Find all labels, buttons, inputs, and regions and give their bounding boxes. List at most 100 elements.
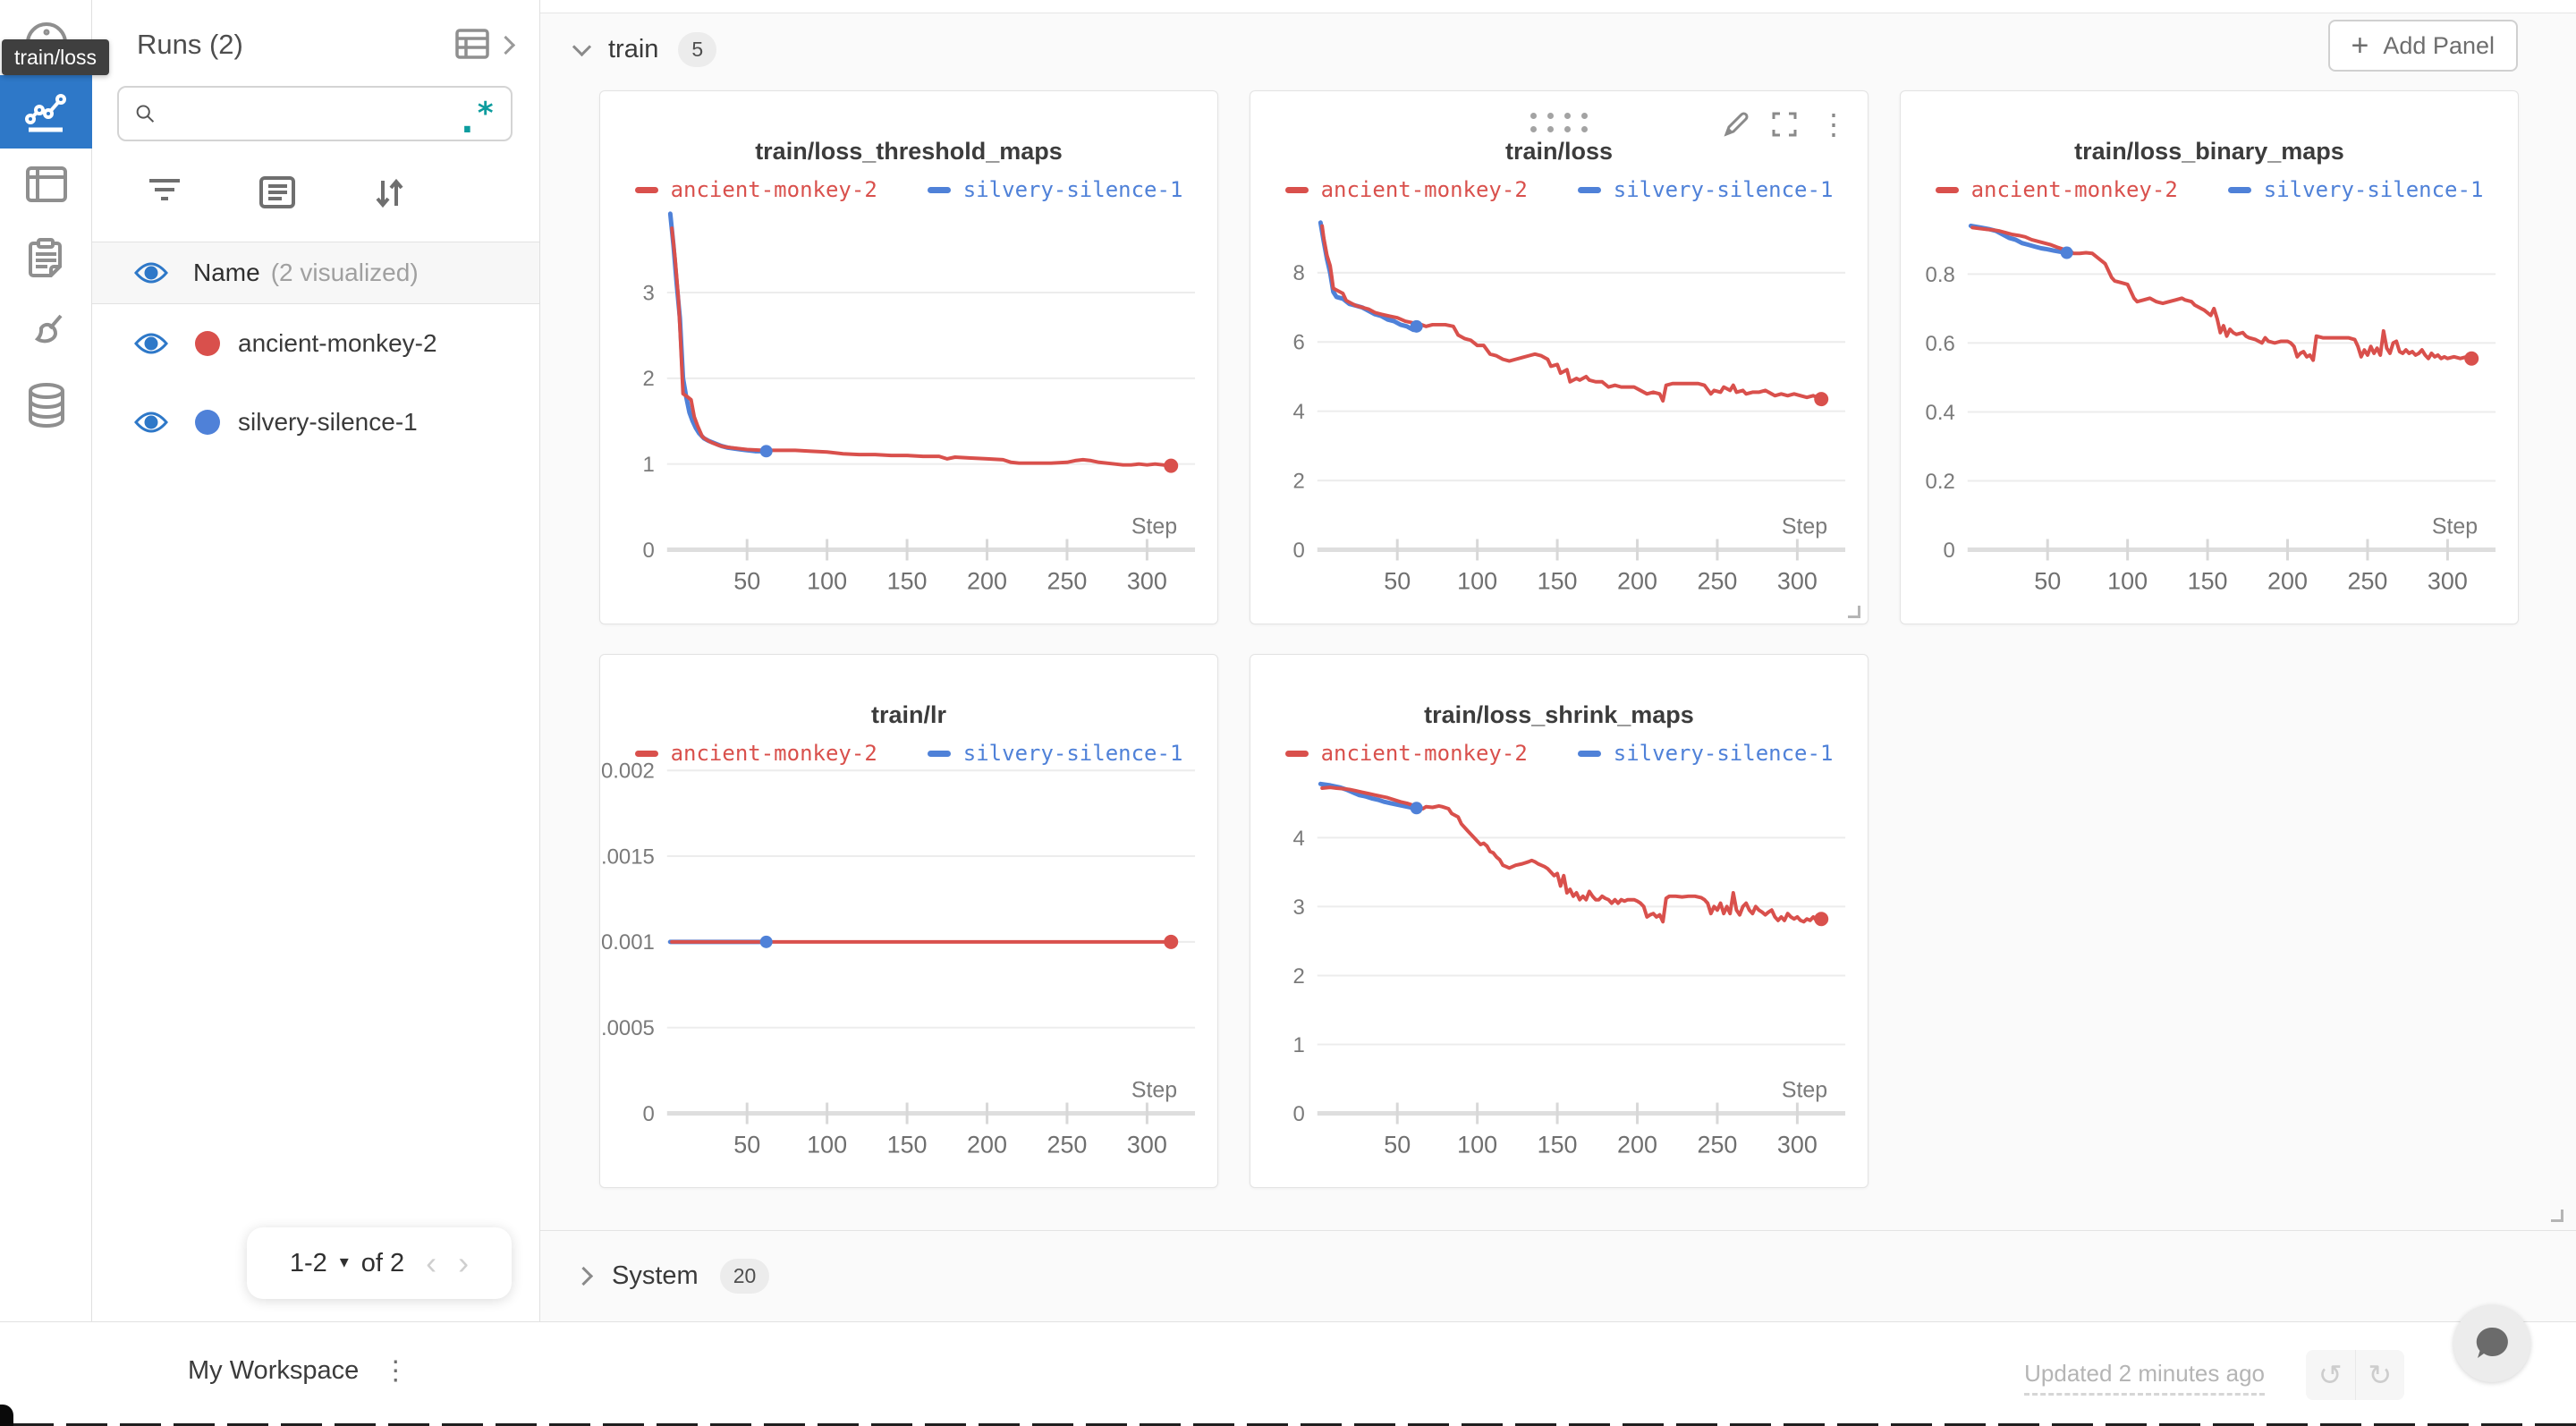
regex-toggle-icon[interactable]: .* [456,96,495,141]
undo-button[interactable]: ↺ [2306,1350,2356,1400]
x-axis-label: Step [1131,514,1177,539]
collapse-section-chevron-icon[interactable] [572,37,592,57]
chart-panel[interactable]: train/lr ancient-monkey-2 silvery-silenc… [599,654,1218,1188]
workspace-menu-icon[interactable]: ⋮ [382,1355,410,1386]
y-tick-label: 0.8 [1926,263,1955,287]
chart-legend: ancient-monkey-2 silvery-silence-1 [600,741,1217,766]
y-tick-label: 0.0015 [600,845,655,869]
legend-dash-icon [1577,750,1601,757]
panel-menu-icon[interactable]: ⋮ [1819,108,1848,140]
legend-item[interactable]: silvery-silence-1 [1577,741,1833,766]
nav-item-panels[interactable] [0,75,92,149]
legend-dash-icon [1577,186,1601,193]
filter-icon[interactable] [146,175,183,208]
nav-item-logs[interactable] [0,222,92,295]
y-tick-label: 6 [1293,331,1305,355]
workspace-title[interactable]: My Workspace [188,1356,360,1385]
x-axis-label: Step [2432,514,2478,539]
group-list-icon[interactable] [258,175,296,209]
redo-button[interactable]: ↻ [2356,1350,2405,1400]
run-search-box[interactable]: .* [117,86,513,141]
run-name[interactable]: silvery-silence-1 [238,408,418,436]
section-system-count-badge: 20 [719,1259,770,1294]
runs-table-toggle[interactable] [454,27,516,63]
eye-icon[interactable] [134,260,168,285]
legend-dash-icon [634,750,658,757]
nav-item-table[interactable] [0,149,92,222]
legend-dash-icon [1284,186,1309,193]
legend-item[interactable]: silvery-silence-1 [927,177,1183,202]
sort-icon[interactable] [371,175,407,211]
run-row[interactable]: ancient-monkey-2 [92,304,539,383]
chart-panel[interactable]: train/loss_threshold_maps ancient-monkey… [599,90,1218,624]
legend-run-name: silvery-silence-1 [2263,177,2484,202]
legend-item[interactable]: ancient-monkey-2 [634,741,877,766]
x-tick-label: 300 [1777,1131,1818,1158]
x-tick-label: 250 [1047,567,1088,594]
eye-icon[interactable] [134,410,168,435]
chart-legend: ancient-monkey-2 silvery-silence-1 [1250,741,1868,766]
legend-run-name: silvery-silence-1 [1613,177,1834,202]
legend-item[interactable]: silvery-silence-1 [2227,177,2484,202]
legend-item[interactable]: silvery-silence-1 [927,741,1182,766]
x-tick-label: 250 [2348,567,2388,594]
panel-resize-handle[interactable] [1848,606,1860,618]
fullscreen-icon[interactable] [1771,111,1798,138]
eye-icon[interactable] [134,331,168,356]
expand-section-chevron-icon[interactable] [573,1266,594,1286]
y-tick-label: 1 [1293,1033,1305,1057]
legend-item[interactable]: ancient-monkey-2 [634,177,877,202]
chart-panel[interactable]: train/loss_shrink_maps ancient-monkey-2 … [1250,654,1868,1188]
run-row[interactable]: silvery-silence-1 [92,383,539,462]
y-tick-label: 4 [1293,400,1305,424]
runs-pagination[interactable]: 1-2 ▾ of 2 ‹ › [247,1227,512,1299]
chart-plot[interactable]: 0 1 2 3 50 100 150 200 250 300 Step [600,91,1217,624]
nav-item-sweeps[interactable] [0,295,92,369]
legend-item[interactable]: ancient-monkey-2 [1284,741,1528,766]
runs-column-header[interactable]: Name (2 visualized) [92,242,539,304]
legend-item[interactable]: silvery-silence-1 [1577,177,1834,202]
legend-run-name: silvery-silence-1 [962,177,1183,202]
x-tick-label: 100 [1457,567,1497,594]
section-train-count-badge: 5 [678,32,717,67]
run-search-input[interactable] [155,91,455,136]
section-resize-handle[interactable] [2551,1210,2563,1222]
chart-plot[interactable]: 0 0.0005 0.001 0.0015 0.002 50 100 150 200 250 300… [600,655,1217,1187]
nav-item-artifacts[interactable] [0,369,92,442]
drag-handle-icon[interactable] [1530,113,1588,132]
chart-legend: ancient-monkey-2 silvery-silence-1 [600,177,1217,202]
prev-page-icon[interactable]: ‹ [426,1244,437,1281]
add-panel-button[interactable]: + Add Panel [2327,20,2518,72]
y-tick-label: 0.001 [601,930,655,955]
section-system-label[interactable]: System [612,1261,699,1290]
help-chat-button[interactable] [2453,1305,2530,1382]
legend-dash-icon [927,750,951,757]
series-end-dot [1814,392,1829,407]
page-size-dropdown-icon[interactable]: ▾ [339,1252,349,1272]
chart-plot[interactable]: 0 1 2 3 4 50 100 150 200 250 300 Step [1250,655,1868,1187]
search-icon [136,105,155,123]
section-train-label[interactable]: train [608,35,659,64]
top-strip [540,0,2576,13]
table-icon [25,166,67,202]
run-color-dot [195,331,220,356]
chart-plot[interactable]: 0 2 4 6 8 50 100 150 200 250 300 Step [1250,91,1868,624]
chart-title: train/loss_binary_maps [2074,138,2344,165]
edit-pencil-icon[interactable] [1723,111,1750,138]
section-system-header[interactable]: System 20 [540,1230,2576,1321]
legend-item[interactable]: ancient-monkey-2 [1284,177,1528,202]
chart-panel[interactable]: train/loss_binary_maps ancient-monkey-2 … [1900,90,2519,624]
chart-panel[interactable]: train/loss ancient-monkey-2 silvery-sile… [1250,90,1868,624]
series-line-ancient-monkey-2 [1320,224,1824,403]
add-panel-label: Add Panel [2383,31,2495,59]
x-tick-label: 200 [1617,567,1657,594]
x-tick-label: 300 [1127,1131,1167,1158]
run-name[interactable]: ancient-monkey-2 [238,329,437,357]
legend-item[interactable]: ancient-monkey-2 [1935,177,2178,202]
chart-plot[interactable]: 0 0.2 0.4 0.6 0.8 50 100 150 200 250 300 Step [1901,91,2518,624]
next-page-icon[interactable]: › [458,1244,470,1281]
page-range[interactable]: 1-2 [289,1248,327,1277]
x-tick-label: 250 [1698,567,1738,594]
x-tick-label: 150 [887,567,928,594]
section-train-header[interactable]: train 5 [572,32,717,67]
